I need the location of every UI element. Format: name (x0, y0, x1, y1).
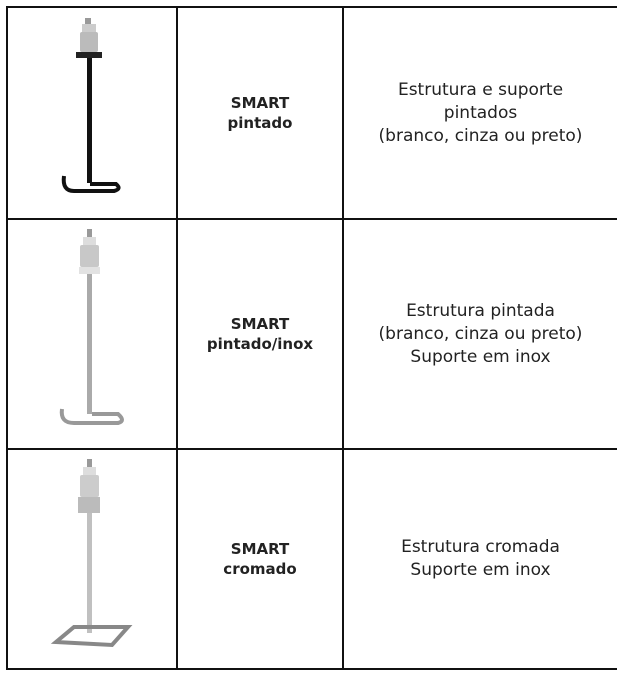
description-cell: Estrutura pintada (branco, cinza ou pret… (342, 218, 617, 450)
description-line: Estrutura pintada (406, 300, 555, 321)
image-cell (6, 218, 178, 450)
product-name: SMART (230, 540, 290, 558)
product-image (50, 459, 133, 648)
product-name: SMART (230, 94, 290, 112)
description-line: Estrutura cromada (401, 537, 560, 557)
description-line: (branco, cinza ou preto) (378, 323, 583, 344)
description-line: Estrutura e suporte (397, 79, 564, 100)
row: SMART cromado Estrutura cromada Suporte … (6, 448, 617, 670)
description-line: (branco, cinza ou preto) (378, 125, 583, 146)
product-table: SMART pintado Estrutura e suporte pintad… (6, 6, 617, 670)
product-name: SMART (230, 315, 290, 333)
image-cell (6, 6, 178, 220)
description-line: Suporte em inox (410, 346, 551, 367)
product-image (59, 229, 124, 425)
product-image (61, 18, 121, 193)
product-cell: SMART cromado (176, 448, 344, 670)
description-cell: Estrutura e suporte pintados (branco, ci… (342, 6, 617, 220)
product-variant: cromado (223, 560, 297, 578)
product-variant: pintado (227, 114, 293, 132)
row: SMART pintado/inox Estrutura pintada (br… (6, 218, 617, 450)
description-line: Suporte em inox (410, 560, 551, 580)
image-cell (6, 448, 178, 670)
product-cell: SMART pintado/inox (176, 218, 344, 450)
description-cell: Estrutura cromada Suporte em inox (342, 448, 617, 670)
product-cell: SMART pintado (176, 6, 344, 220)
description-line: pintados (443, 102, 518, 123)
product-variant: pintado/inox (206, 335, 314, 353)
row: SMART pintado Estrutura e suporte pintad… (6, 6, 617, 220)
